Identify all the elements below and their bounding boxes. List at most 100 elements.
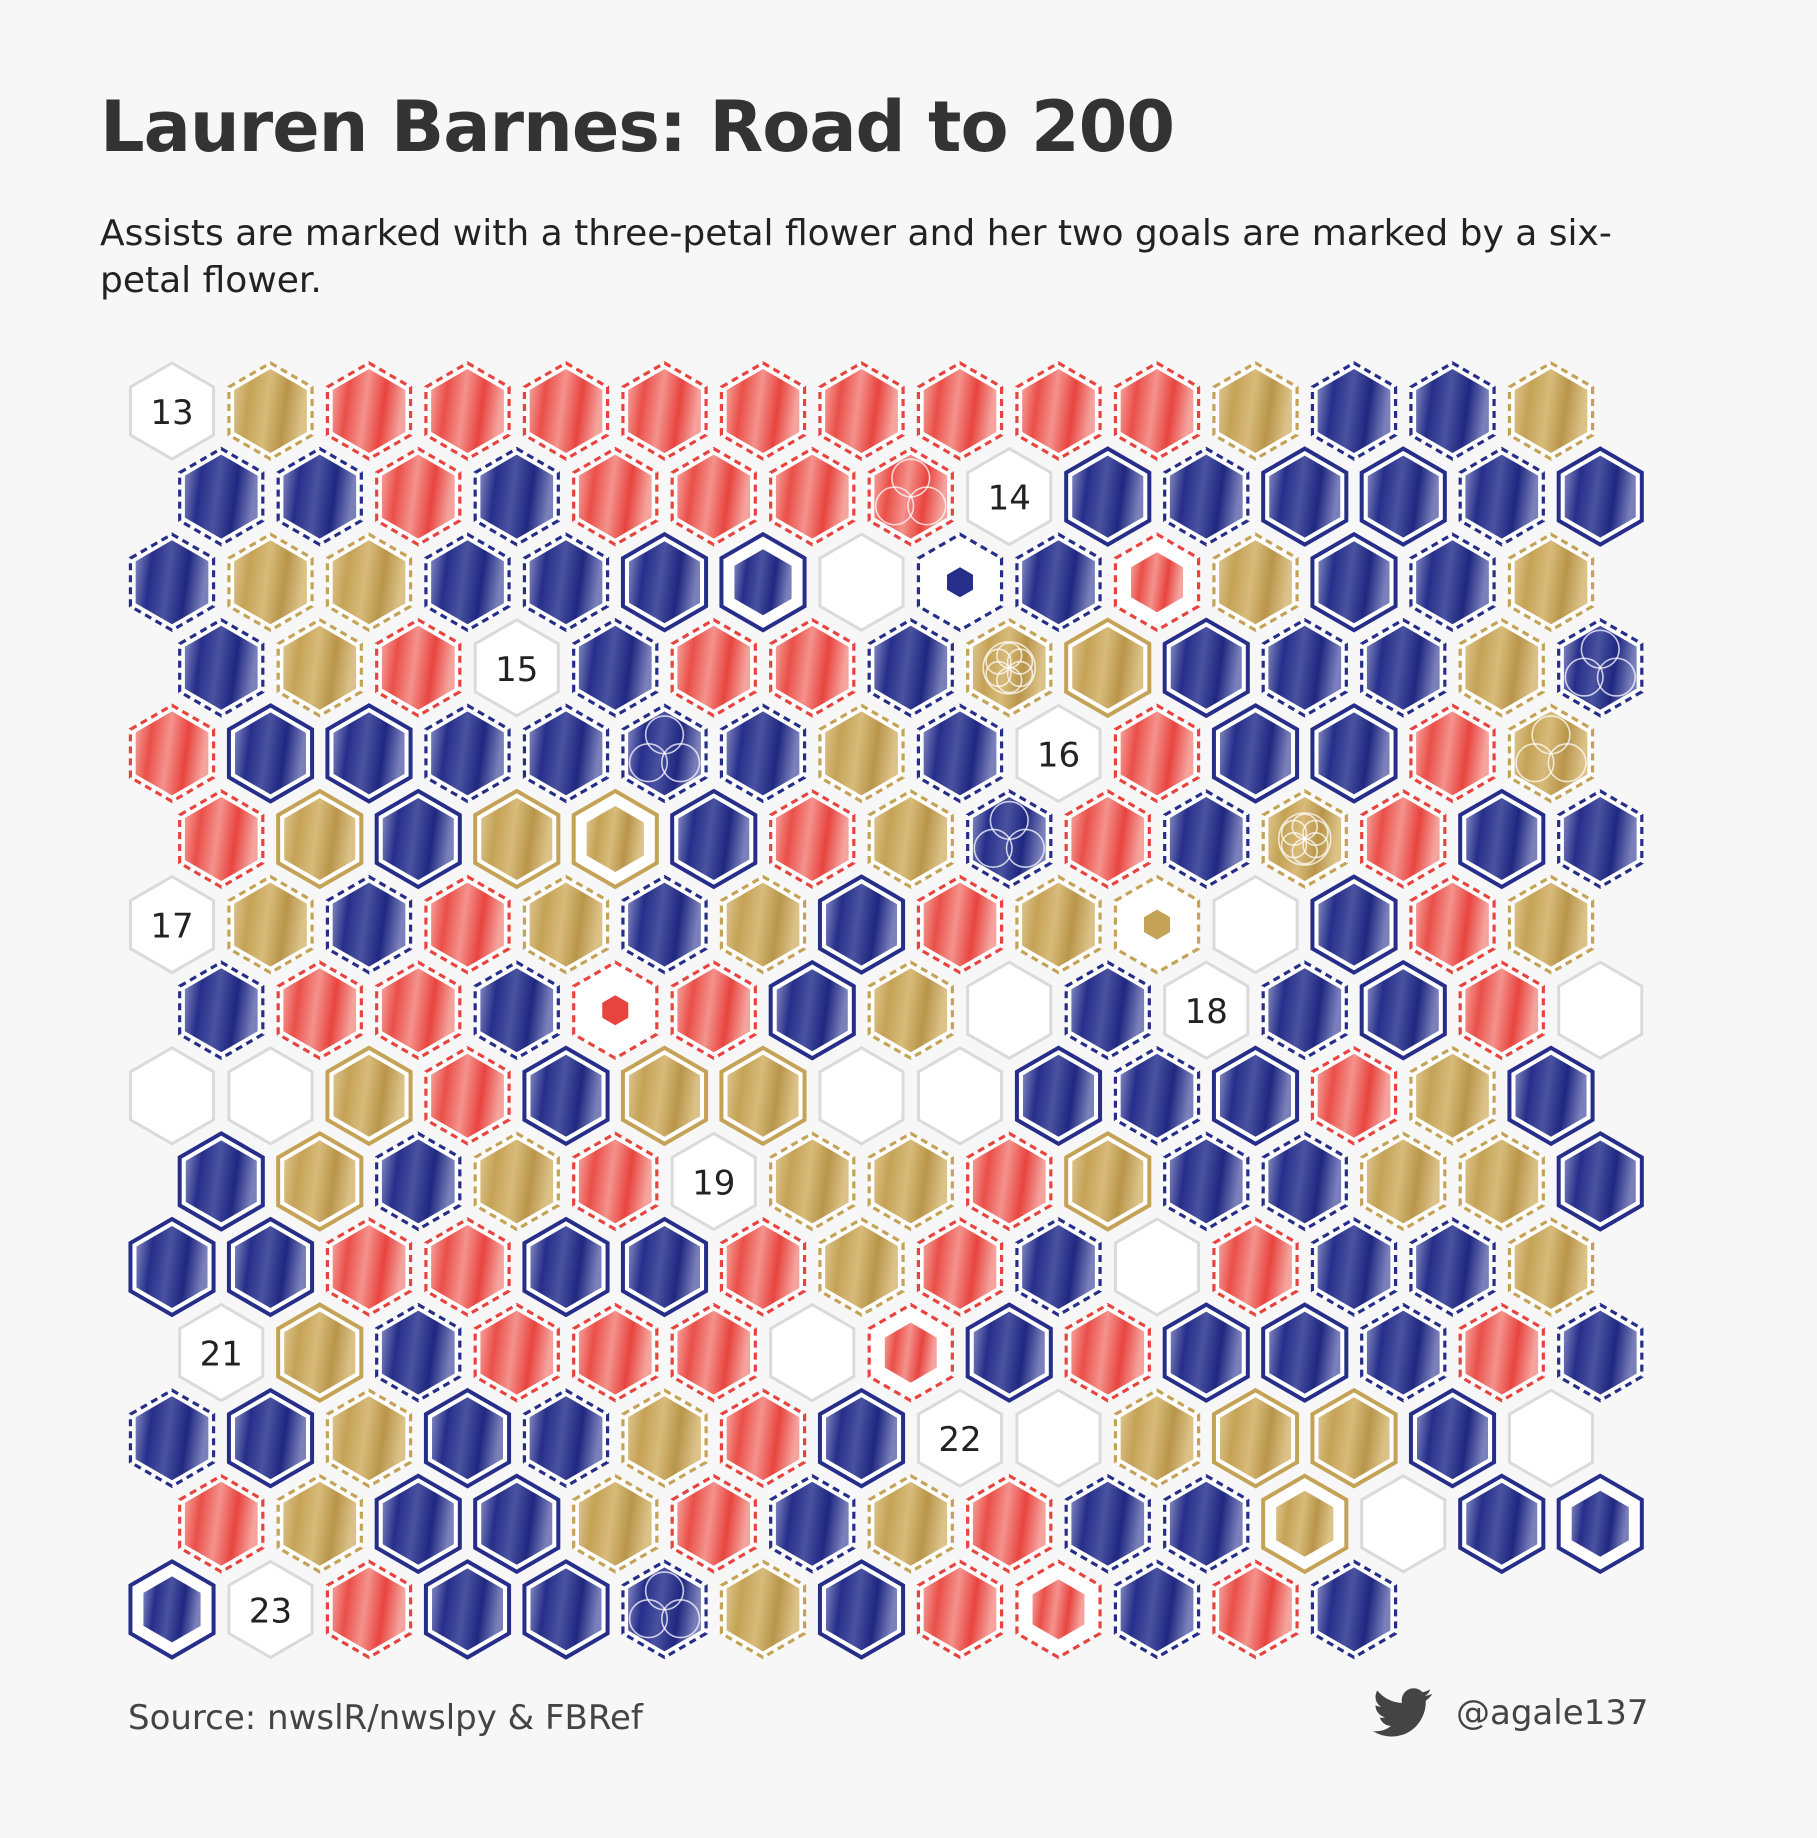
hex-cell (1211, 703, 1300, 804)
season-label-hex: 16 (1015, 703, 1102, 804)
hex-cell (178, 617, 265, 718)
empty-hex (1113, 1217, 1201, 1317)
hex-cell (473, 446, 560, 547)
hex-cell (1163, 1131, 1250, 1232)
hex-cell (522, 1559, 610, 1660)
empty-hex (1212, 874, 1299, 975)
empty-hex (128, 1046, 216, 1146)
hex-cell (1507, 1045, 1595, 1147)
hex-cell (966, 1131, 1053, 1232)
hex-cell (1556, 1131, 1644, 1232)
hex-cell (325, 1388, 413, 1489)
hex-cell (719, 703, 807, 804)
hex-cell (768, 959, 856, 1061)
hex-cell (916, 1559, 1004, 1660)
author-credit: @agale137 (1372, 1688, 1649, 1738)
goal-flower-mark (982, 640, 1037, 695)
hex-cell (1064, 960, 1151, 1061)
hex-cell (178, 789, 265, 889)
hex-cell (620, 1045, 709, 1147)
hex-cell (719, 1388, 807, 1489)
hex-cell (769, 1473, 856, 1574)
hex-cell (965, 1302, 1053, 1403)
hex-cell (178, 1473, 265, 1574)
hex-cell (1163, 1473, 1250, 1574)
hex-cell (572, 960, 659, 1061)
hex-cell (522, 874, 610, 975)
hex-cell (817, 1387, 906, 1489)
hex-cell (178, 960, 265, 1061)
hex-cell (1310, 703, 1398, 804)
chart-subtitle: Assists are marked with a three-petal fl… (100, 213, 1612, 301)
hex-cell (227, 874, 314, 975)
hex-cell (1113, 703, 1201, 804)
season-label-hex: 18 (1163, 960, 1250, 1060)
hex-cell (374, 788, 462, 890)
hex-cell (325, 1217, 413, 1317)
hex-cell (1212, 1559, 1299, 1660)
season-label: 14 (988, 479, 1031, 519)
assist-flower-mark (628, 715, 701, 783)
hex-cell (719, 1217, 807, 1317)
hex-cell (227, 532, 314, 633)
hex-cell (424, 1045, 511, 1146)
season-label-hex: 19 (670, 1131, 757, 1232)
season-label: 19 (692, 1163, 735, 1203)
hex-cell (128, 532, 216, 633)
hex-cell (177, 1131, 265, 1232)
assist-flower-mark (628, 1571, 701, 1639)
hex-cell (276, 788, 364, 890)
season-label-hex: 14 (966, 446, 1053, 547)
hex-cell (1507, 703, 1595, 804)
hex-cell (1212, 361, 1299, 461)
hex-cell (1064, 1302, 1151, 1403)
hex-cell (719, 531, 807, 633)
hex-cell (1458, 1302, 1545, 1403)
hex-cell (769, 1131, 856, 1232)
hex-cell (1113, 1045, 1201, 1146)
hex-cell (719, 361, 807, 461)
hex-cell (1310, 874, 1398, 975)
hex-cell (916, 1217, 1004, 1317)
hex-cell (572, 1473, 659, 1574)
hex-cell (522, 1216, 610, 1318)
hex-cell (473, 960, 560, 1061)
hex-cell (276, 1302, 364, 1403)
hex-cell (621, 1559, 708, 1660)
hex-cell (1261, 1473, 1349, 1575)
hex-cell (276, 617, 363, 718)
hex-cell (1310, 361, 1398, 461)
hex-cell (1360, 617, 1447, 718)
hex-cell (572, 1302, 659, 1403)
twitter-handle: @agale137 (1456, 1693, 1649, 1733)
hex-cell (719, 1559, 807, 1660)
hex-cell (424, 874, 511, 975)
hex-cell (276, 446, 363, 547)
hex-cell (473, 1302, 560, 1403)
hex-cell (670, 446, 757, 547)
season-label-hex: 23 (227, 1559, 314, 1660)
hex-cell (1211, 1387, 1300, 1489)
hex-cell (473, 788, 561, 890)
season-label: 18 (1185, 992, 1228, 1032)
hex-cell (128, 1216, 216, 1318)
empty-hex (916, 1046, 1004, 1146)
hex-cell (1507, 1217, 1595, 1317)
season-label: 13 (150, 393, 193, 433)
hex-cell (670, 1302, 757, 1403)
hex-cell (325, 1559, 413, 1660)
hex-cell (374, 1473, 462, 1575)
hex-cell (1359, 959, 1447, 1061)
hex-cell (572, 617, 659, 718)
hex-cell (817, 1559, 906, 1660)
hex-cell (1409, 703, 1496, 804)
hex-cell (1360, 1131, 1447, 1232)
empty-hex (818, 1046, 905, 1146)
hex-cell (670, 1473, 757, 1574)
hex-cell (818, 1217, 905, 1317)
hex-cell (1310, 1387, 1398, 1489)
hex-cell (325, 532, 413, 633)
hex-cell (276, 960, 363, 1061)
hex-cell (1458, 788, 1546, 890)
hex-cell (1064, 1131, 1152, 1232)
